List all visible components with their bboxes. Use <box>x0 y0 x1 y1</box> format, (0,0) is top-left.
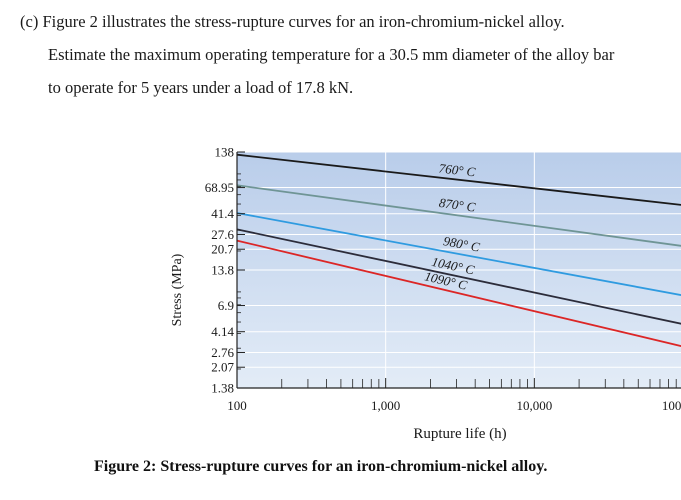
y-tick-label: 2.07 <box>211 360 234 375</box>
y-tick-label: 27.6 <box>211 227 234 242</box>
axes: 138 68.95 41.4 27.620.7 13.8 6.9 4.14 2.762.07 1… <box>205 145 681 413</box>
series-label: 870° C <box>438 195 477 215</box>
series-label: 980° C <box>442 233 481 254</box>
y-tick-label: 4.14 <box>211 324 234 339</box>
x-tick-label: 10,000 <box>516 398 552 413</box>
series-line <box>236 153 681 206</box>
y-tick-label: 2.76 <box>211 345 234 360</box>
x-tick-label: 1,000 <box>371 398 400 413</box>
question-line-2: Estimate the maximum operating temperatu… <box>48 45 615 64</box>
y-tick-label: 1.38 <box>211 381 234 396</box>
question-line-1: (c) Figure 2 illustrates the stress-rupt… <box>20 12 565 31</box>
y-tick-label: 138 <box>215 145 235 160</box>
stress-rupture-chart: 138 68.95 41.4 27.620.7 13.8 6.9 4.14 2.762.07 1… <box>170 145 681 442</box>
series-line <box>236 184 681 247</box>
y-tick-label: 68.95 <box>205 180 234 195</box>
series-line <box>236 212 681 296</box>
figure-caption: Figure 2: Stress-rupture curves for an i… <box>94 458 548 475</box>
series-line <box>236 239 681 347</box>
grid-lines <box>237 151 681 388</box>
question-line-3: to operate for 5 years under a load of 1… <box>48 78 354 97</box>
x-tick-label: 100,000 <box>662 398 681 413</box>
x-axis-label: Rupture life (h) <box>413 426 506 442</box>
y-tick-label: 6.9 <box>218 298 234 313</box>
x-tick-label: 100 <box>227 398 247 413</box>
series-line <box>236 228 681 325</box>
y-tick-label: 41.4 <box>211 206 234 221</box>
y-axis-label: Stress (MPa) <box>170 253 185 326</box>
y-tick-label: 13.8 <box>211 263 234 278</box>
y-tick-label: 20.7 <box>211 242 234 257</box>
series-label: 760° C <box>438 161 476 180</box>
series-lines <box>236 153 681 347</box>
